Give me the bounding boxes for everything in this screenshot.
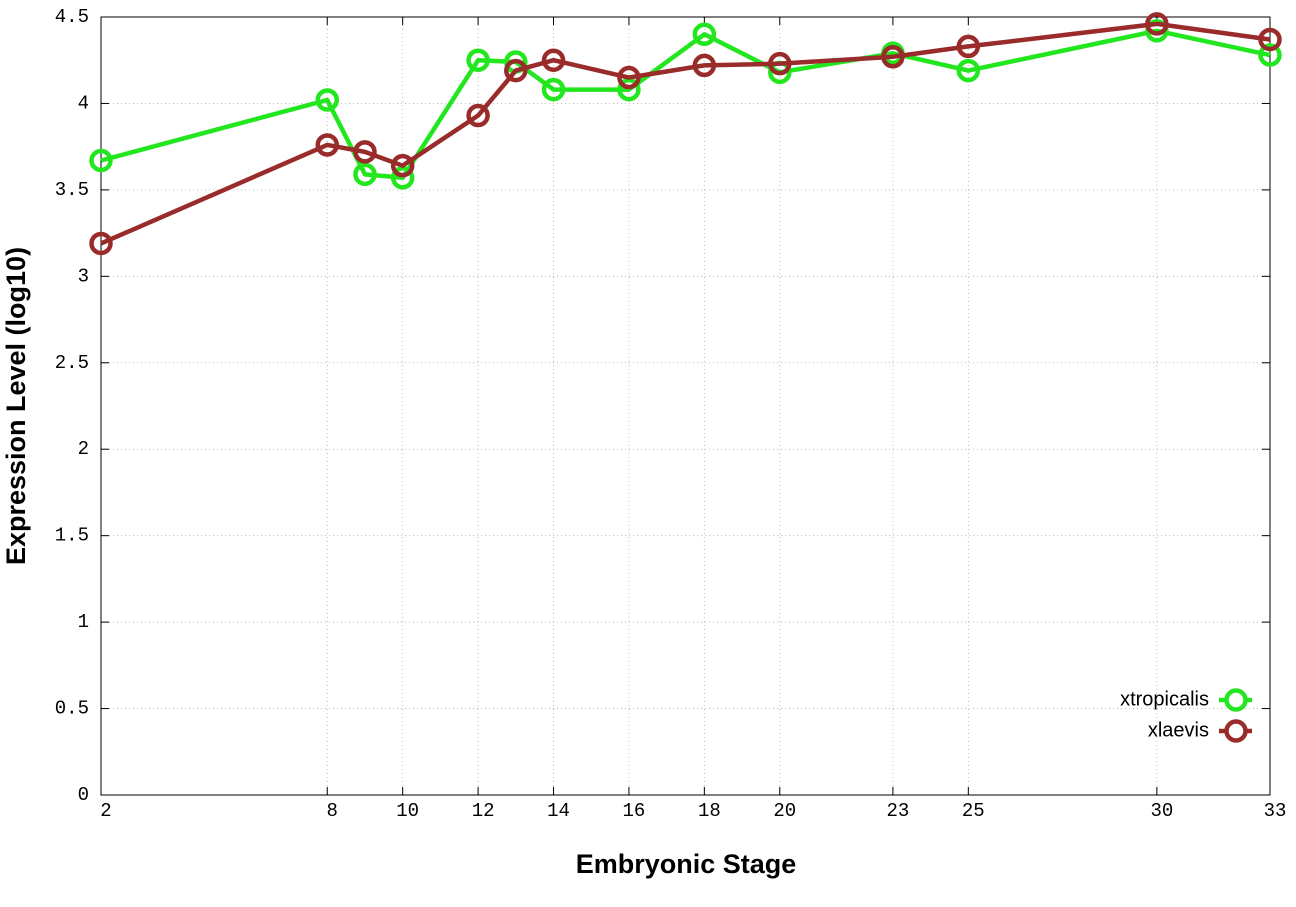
point [353,162,377,187]
x-tick-label: 14 [547,800,570,822]
point [390,153,415,178]
y-tick-label: 2 [78,438,89,460]
y-tick-label: 3 [78,265,89,287]
x-tick-label: 2 [100,800,111,822]
point [390,166,415,190]
x-tick-label: 23 [886,800,909,822]
y-tick-label: 1 [78,611,89,633]
point [692,53,717,78]
series-line [100,28,1271,181]
x-tick-label: 18 [698,800,721,822]
point [541,48,566,72]
legend-swatch [1224,688,1248,712]
x-tick-label: 12 [472,800,495,822]
point [504,58,528,83]
series-line [100,21,1271,246]
point [617,65,641,90]
y-tick-label: 1.5 [55,525,89,547]
point [956,34,981,59]
point [466,103,490,128]
x-axis-label: Embryonic Stage [576,849,797,879]
point [1258,27,1282,52]
legend-label: xlaevis [1148,719,1209,741]
point [89,231,113,256]
y-tick-label: 0 [78,784,89,806]
plot-frame [100,16,1271,796]
point [541,77,566,102]
y-tick-label: 3.5 [55,179,89,201]
y-tick-label: 4 [78,92,89,114]
y-axis-label: Expression Level (log10) [1,247,31,565]
point [466,48,490,72]
point [315,88,340,112]
legend-swatch [1224,719,1248,743]
point [881,45,905,69]
legend-label: xtropicalis [1120,688,1209,710]
point [353,140,377,164]
point [956,58,981,83]
point [89,148,113,173]
point [768,51,792,76]
y-tick-label: 4.5 [55,6,89,28]
point [692,22,717,47]
y-tick-label: 2.5 [55,352,89,374]
x-tick-label: 10 [396,800,419,822]
y-tick-label: 0.5 [55,698,89,720]
x-tick-label: 8 [327,800,338,822]
x-tick-label: 20 [773,800,796,822]
point [315,133,340,157]
x-tick-label: 30 [1150,800,1173,822]
x-tick-label: 16 [623,800,646,822]
point [1145,12,1169,36]
x-tick-label: 25 [962,800,985,822]
x-tick-label: 33 [1264,800,1287,822]
point [1145,19,1169,43]
point [617,77,641,102]
point [1258,43,1282,67]
